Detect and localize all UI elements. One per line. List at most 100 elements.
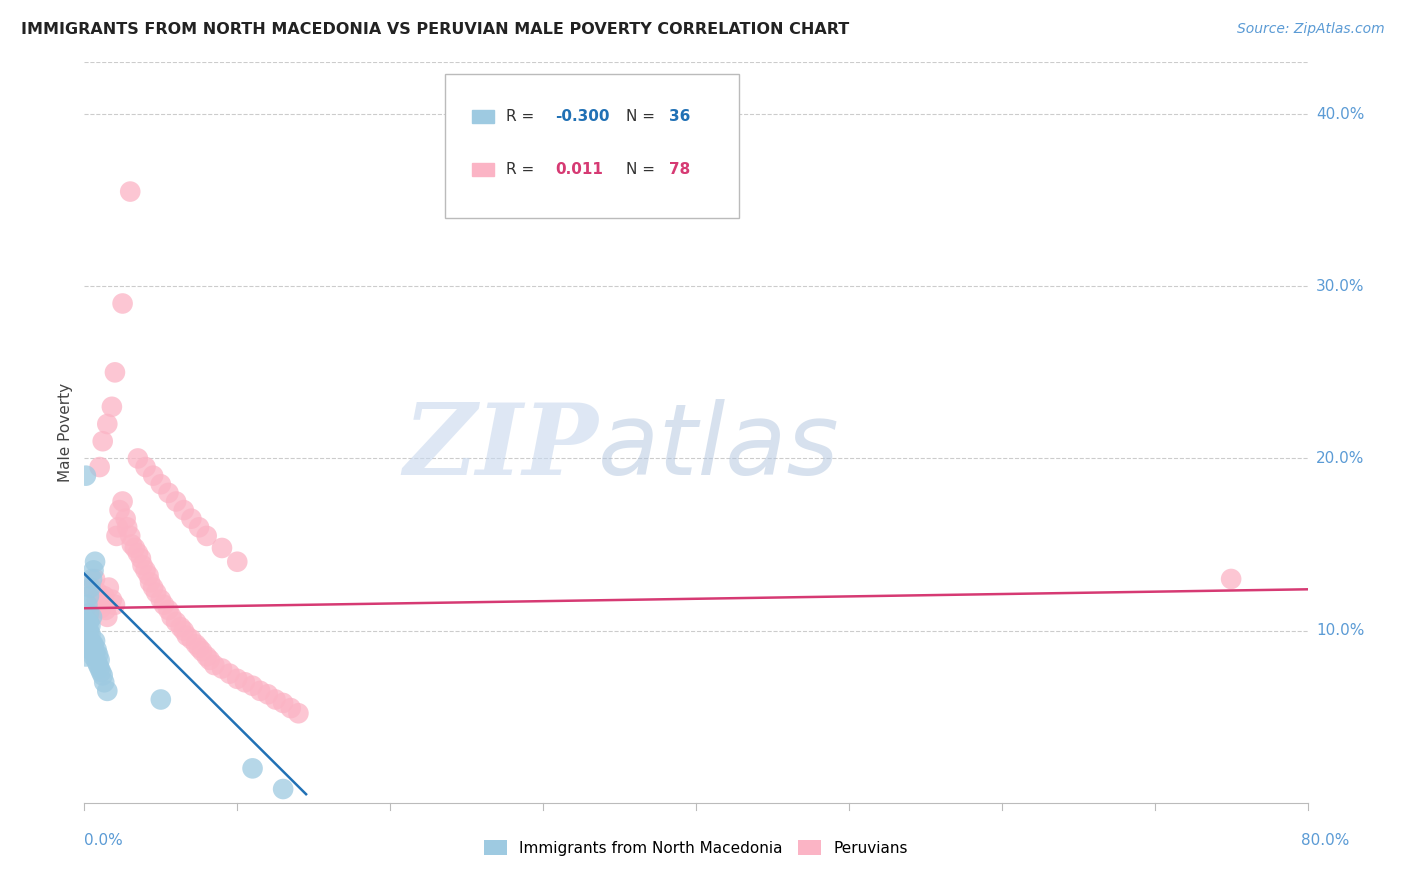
- Point: [211, 541, 233, 555]
- Point: [77, 589, 100, 603]
- Point: [91, 434, 114, 449]
- Point: [80, 644, 103, 658]
- Text: ZIP: ZIP: [404, 400, 598, 496]
- Text: 0.011: 0.011: [555, 162, 603, 178]
- Point: [84, 646, 107, 660]
- Point: [75, 649, 97, 664]
- Point: [135, 460, 157, 475]
- Point: [226, 672, 249, 686]
- Text: R =: R =: [506, 162, 540, 178]
- Point: [87, 648, 110, 662]
- Point: [139, 575, 162, 590]
- Point: [84, 634, 107, 648]
- Text: R =: R =: [506, 109, 540, 124]
- Point: [202, 658, 225, 673]
- Point: [76, 640, 98, 655]
- Point: [83, 637, 105, 651]
- Point: [142, 468, 165, 483]
- Point: [142, 581, 165, 595]
- Text: 0.0%: 0.0%: [84, 833, 124, 848]
- Point: [280, 701, 302, 715]
- Point: [195, 649, 218, 664]
- Point: [173, 624, 195, 638]
- Point: [157, 603, 180, 617]
- Point: [93, 675, 115, 690]
- Point: [84, 555, 107, 569]
- Point: [83, 649, 105, 664]
- Point: [198, 653, 221, 667]
- Point: [76, 632, 98, 647]
- Point: [86, 642, 108, 657]
- Point: [104, 365, 127, 379]
- Point: [211, 661, 233, 675]
- Point: [80, 581, 103, 595]
- Point: [135, 563, 157, 577]
- Text: atlas: atlas: [598, 399, 839, 496]
- Point: [120, 529, 142, 543]
- Point: [89, 460, 111, 475]
- Text: Source: ZipAtlas.com: Source: ZipAtlas.com: [1237, 22, 1385, 37]
- Point: [149, 692, 172, 706]
- Point: [138, 568, 160, 582]
- Point: [80, 610, 103, 624]
- Point: [249, 684, 271, 698]
- Point: [96, 417, 118, 431]
- Point: [79, 637, 101, 651]
- Point: [79, 581, 101, 595]
- Point: [218, 666, 240, 681]
- Point: [89, 653, 111, 667]
- Point: [80, 635, 103, 649]
- Text: 80.0%: 80.0%: [1301, 833, 1350, 848]
- Point: [1220, 572, 1243, 586]
- Point: [108, 503, 131, 517]
- Point: [87, 658, 110, 673]
- Point: [83, 563, 105, 577]
- Point: [124, 541, 146, 555]
- Point: [170, 620, 193, 634]
- Text: N =: N =: [626, 109, 661, 124]
- Bar: [472, 163, 494, 177]
- Point: [226, 555, 249, 569]
- Text: 10.0%: 10.0%: [1316, 624, 1364, 638]
- Point: [89, 598, 111, 612]
- Point: [120, 185, 142, 199]
- Point: [153, 598, 176, 612]
- Point: [87, 586, 110, 600]
- Point: [173, 503, 195, 517]
- Point: [101, 400, 124, 414]
- Point: [115, 520, 138, 534]
- Point: [77, 615, 100, 629]
- Text: 40.0%: 40.0%: [1316, 106, 1364, 121]
- Y-axis label: Male Poverty: Male Poverty: [58, 383, 73, 483]
- Point: [75, 468, 97, 483]
- Point: [127, 451, 149, 466]
- Point: [91, 596, 114, 610]
- Point: [76, 598, 98, 612]
- Point: [89, 661, 111, 675]
- Point: [195, 529, 218, 543]
- Point: [165, 494, 187, 508]
- Bar: [472, 110, 494, 123]
- Point: [96, 610, 118, 624]
- Point: [233, 675, 256, 690]
- Text: 78: 78: [669, 162, 690, 178]
- Point: [264, 692, 287, 706]
- Point: [157, 486, 180, 500]
- Point: [107, 520, 129, 534]
- Point: [80, 572, 103, 586]
- Point: [180, 512, 202, 526]
- Point: [86, 592, 108, 607]
- Point: [77, 624, 100, 638]
- Point: [97, 581, 120, 595]
- Text: 36: 36: [669, 109, 690, 124]
- Point: [79, 627, 101, 641]
- Point: [104, 598, 127, 612]
- Point: [86, 655, 108, 669]
- Point: [114, 512, 136, 526]
- Point: [79, 618, 101, 632]
- Text: N =: N =: [626, 162, 661, 178]
- Point: [101, 592, 124, 607]
- Point: [94, 603, 117, 617]
- Point: [111, 296, 134, 310]
- Text: 20.0%: 20.0%: [1316, 451, 1364, 466]
